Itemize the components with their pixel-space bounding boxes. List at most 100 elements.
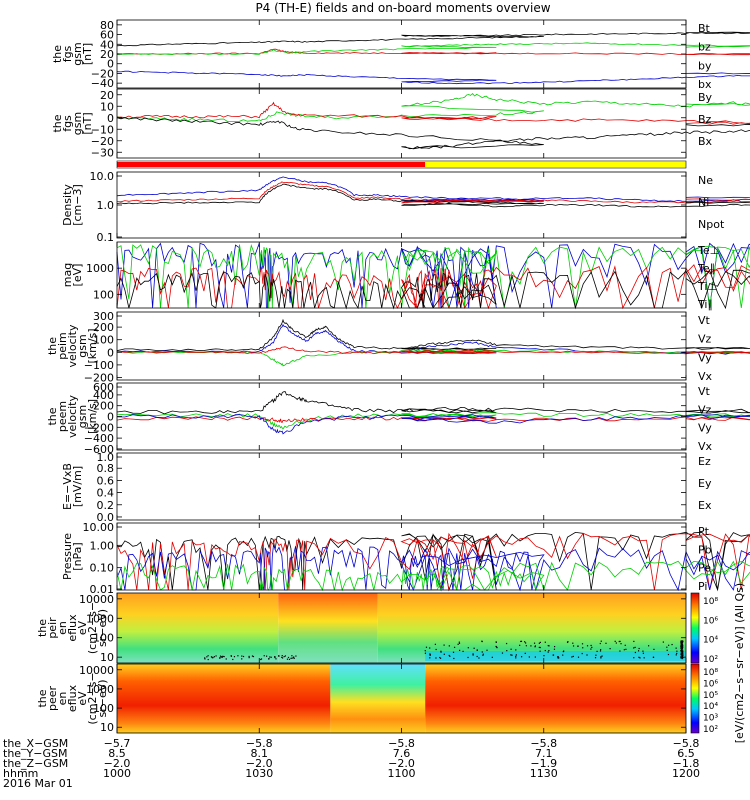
overlay-point [680,655,682,657]
overlay-point [281,655,283,657]
legend-entry: Ex [698,499,712,512]
y-axis-label-line: fgs [61,115,74,132]
overlay-point [638,656,640,658]
overlay-point [590,648,592,650]
overlay-point [221,656,223,658]
overlay-point [434,643,436,645]
series-line-By [116,93,750,123]
legend-entry: Te∥ [697,262,715,275]
overlay-point [682,657,684,659]
overlay-point [652,656,655,658]
y-axis-label-line: fgs [61,45,74,62]
y-tick-label: 0.8 [97,462,115,475]
overlay-point [586,645,589,647]
series-line-bz [116,48,750,56]
overlay-point [558,657,560,659]
overlay-point [501,652,504,654]
overlay-point [429,647,431,649]
overlay-point [515,655,517,657]
overlay-point [682,654,684,657]
legend-entry: Pb [698,543,712,556]
overlay-point [458,641,460,643]
overlay-point [680,642,682,644]
overlay-point [681,644,684,646]
overlay-point [482,653,484,655]
legend-entry: Ti⊥ [697,280,717,293]
overlay-point [241,658,243,660]
overlay-point [533,642,536,644]
y-tick-label: 0.10 [90,562,115,575]
overlay-point [248,657,250,659]
colorbar-tick-label: 10⁶ [703,679,718,689]
overlay-point [614,640,616,642]
y-tick-label: −200 [84,421,114,434]
colorbar-tick-label: 10⁶ [703,616,718,626]
overlay-point [453,657,455,660]
overlay-point [681,657,683,659]
y-tick-label: 0 [107,346,114,359]
overlay-point [618,640,620,643]
overlay-point [473,647,475,649]
overlay-point [547,644,549,647]
overlay-point [286,658,289,660]
overlay-point [515,649,517,651]
overlay-point [548,649,550,652]
overlay-point [266,655,268,657]
y-tick-label: 100 [93,702,114,715]
y-axis-label-line: Pressure [61,533,74,580]
y-axis-label-line: sr−eV) [96,679,109,717]
overlay-point [571,656,573,658]
heatmap-region [425,651,686,661]
y-tick-label: −600 [84,443,114,456]
overlay-point [620,643,622,645]
overlay-point [681,645,683,647]
y-tick-label: 10000 [79,593,114,606]
overlay-point [453,646,456,648]
x-axis-value: 1200 [672,767,700,780]
y-tick-label: 100 [93,632,114,645]
overlay-point [681,646,683,648]
overlay-point [287,656,290,659]
heatmap-region [425,664,686,733]
overlay-point [675,647,677,649]
legend-entry: Pt [698,525,710,538]
y-axis-label-line: mag [61,263,74,287]
y-axis-label-line: gsm [76,405,89,428]
overlay-point [230,655,233,657]
y-axis-label: E=−VxB[mV/m] [61,463,84,510]
y-tick-label: 40 [100,38,114,51]
legend-entry: Vz [698,403,712,416]
overlay-point [682,640,684,642]
y-tick-label: −400 [84,432,114,445]
overlay-point [525,645,527,647]
legend-entry: Bx [698,135,713,148]
overlay-point [520,640,522,643]
legend-entry: Npot [698,218,725,231]
y-axis-label-line: velocity [66,395,79,438]
x-axis-value: −2.0 [388,757,415,770]
overlay-point [534,646,536,648]
overlay-point [274,656,276,659]
overlay-point [424,652,427,654]
overlay-point [511,654,513,656]
y-tick-label: 0.0 [97,511,115,524]
overlay-point [293,657,295,660]
overlay-point [510,648,512,650]
overlay-point [534,645,536,647]
series-line-Pb [116,532,750,591]
legend-entry: Ez [698,455,711,468]
overlay-point [599,642,601,645]
overlay-point [680,645,682,647]
mode-bar-frame [116,160,687,169]
overlay-point [295,655,297,657]
legend-entry: Pi [698,580,707,593]
panel-peer_eflux: 10000100010010thepeerenefluxeV(cm2−s−sr−… [36,663,687,734]
x-axis-value: 8.1 [251,747,269,760]
legend-entry: Te⊥ [697,244,719,257]
y-axis-label-line: [km/s] [86,328,99,363]
overlay-point [241,655,243,657]
overlay-point [225,658,227,660]
overlay-point [462,650,464,652]
overlay-point [623,649,625,651]
overlay-point [207,658,209,661]
